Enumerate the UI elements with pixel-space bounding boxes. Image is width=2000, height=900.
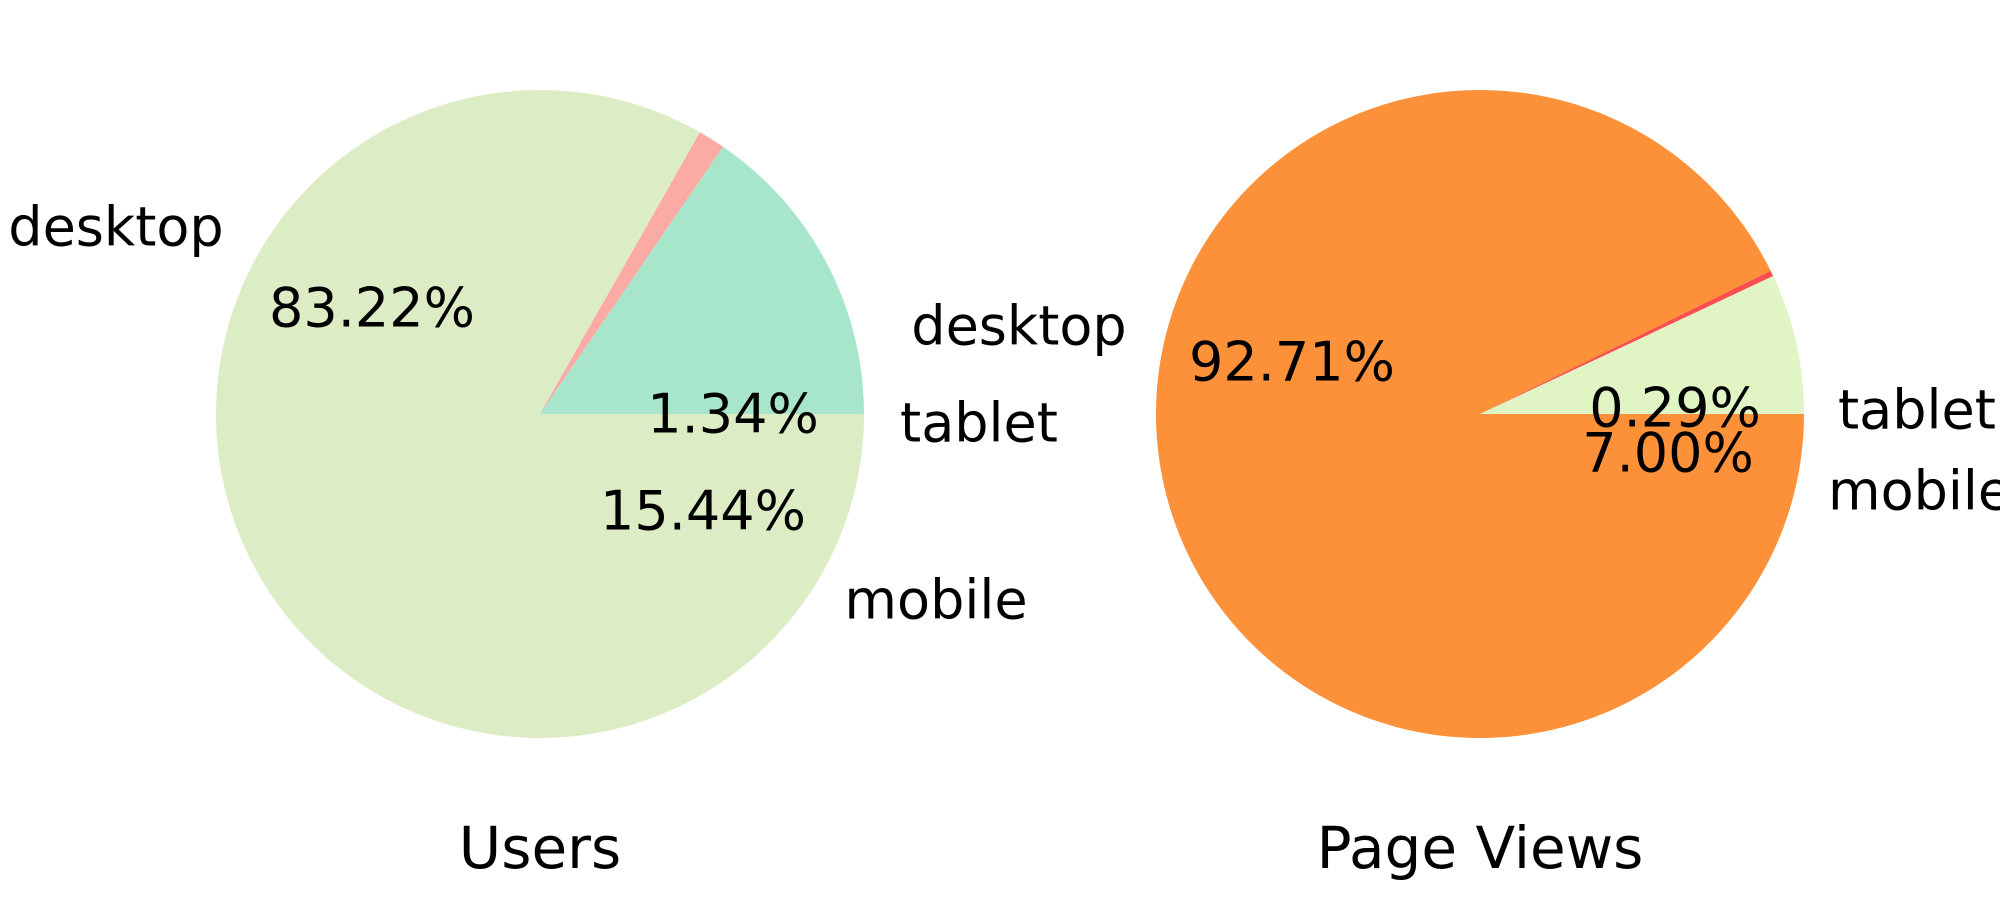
- pie-chart-users: 83.22% 1.34% 15.44% desktop tablet mobil…: [8, 90, 1058, 882]
- pie-slice-pageviews-mobile: [1480, 276, 1804, 414]
- pct-label-pageviews-desktop: 92.71%: [1189, 331, 1395, 394]
- chart-title-users: Users: [459, 814, 621, 882]
- slice-label-pageviews-mobile: mobile: [1828, 460, 2000, 523]
- pie-slice-pageviews-desktop: [1155, 89, 1804, 738]
- pct-label-users-desktop: 83.22%: [269, 277, 475, 340]
- chart-title-page-views: Page Views: [1317, 814, 1644, 882]
- slice-label-pageviews-tablet: tablet: [1838, 379, 1996, 442]
- slice-label-users-tablet: tablet: [900, 392, 1058, 455]
- pct-label-pageviews-tablet: 0.29%: [1589, 377, 1761, 440]
- pct-label-pageviews-mobile: 7.00%: [1582, 422, 1754, 485]
- pie-slice-users-tablet: [540, 132, 724, 415]
- pct-label-users-mobile: 15.44%: [600, 480, 806, 543]
- slice-label-pageviews-desktop: desktop: [911, 295, 1126, 358]
- pie-chart-page-views: 92.71% 0.29% 7.00% desktop tablet mobile…: [911, 89, 2000, 882]
- pie-slice-pageviews-tablet: [1480, 270, 1774, 414]
- pie-slice-users-mobile: [540, 146, 864, 414]
- pct-label-users-tablet: 1.34%: [647, 383, 819, 446]
- slice-label-users-desktop: desktop: [8, 196, 223, 259]
- slice-label-users-mobile: mobile: [844, 569, 1027, 632]
